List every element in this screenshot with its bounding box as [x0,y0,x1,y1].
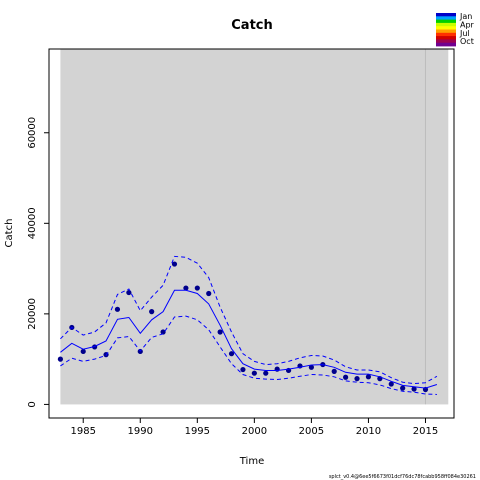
x-tick-label: 2010 [356,426,381,437]
data-point [126,289,132,296]
legend-color-swatch [436,42,456,47]
legend-color-swatch [436,26,456,30]
legend-color-swatch [436,13,456,17]
legend-color-swatch [436,36,456,40]
legend-color-swatch [436,22,456,27]
data-point [343,374,349,380]
x-tick-label: 1995 [185,426,210,437]
y-axis: 0 20000 40000 60000 [27,117,49,408]
x-tick-label: 2000 [242,426,267,437]
plot-border [48,48,455,419]
legend-label: Oct [460,37,474,46]
data-point [400,385,406,391]
data-point [194,285,200,291]
data-point [80,348,86,355]
legend-color-swatch [436,32,456,37]
data-point [331,368,337,374]
legend-color-swatch [436,19,456,24]
y-tick-label: 20000 [27,298,38,330]
data-point [411,386,417,392]
data-point [149,309,155,315]
data-point [114,306,121,312]
data-point [206,290,212,297]
data-point [354,376,360,382]
data-point [240,366,246,373]
legend-label: Jan [459,12,472,21]
data-point [308,364,314,370]
legend-label: Apr [460,20,475,29]
data-point [160,329,166,335]
data-point [57,356,64,362]
series-lower-bound [60,315,437,395]
x-tick-label: 2005 [299,426,324,437]
legend-color-swatch [436,16,456,20]
x-axis: 1985 1990 1995 2000 2005 2010 2015 [70,418,438,437]
data-point [388,381,394,387]
y-axis-label: Catch [4,219,15,248]
x-axis-label: Time [239,456,264,467]
legend-color-swatch [436,29,456,34]
plot-marks [57,49,438,405]
data-point [263,370,269,376]
series-line [60,289,438,389]
chart-title: Catch [231,18,273,33]
data-shaded-region [60,49,449,405]
legend-label: Jul [459,29,470,38]
data-point [365,374,372,380]
series-upper-bound [60,255,438,385]
y-tick-label: 40000 [27,207,38,239]
y-tick-label: 0 [27,401,38,407]
data-point [171,261,178,267]
legend-color-swatch [436,39,456,44]
data-point [228,351,235,357]
footnote: splct_v0.4@6ee5f6673f01dcf76dc78fcabb958… [329,474,476,480]
y-tick-label: 60000 [27,117,38,149]
data-point [251,370,257,376]
x-tick-label: 1990 [128,426,153,437]
x-tick-label: 1985 [70,426,95,437]
data-point [217,329,223,335]
data-point [183,285,189,291]
x-tick-label: 2015 [413,426,438,437]
